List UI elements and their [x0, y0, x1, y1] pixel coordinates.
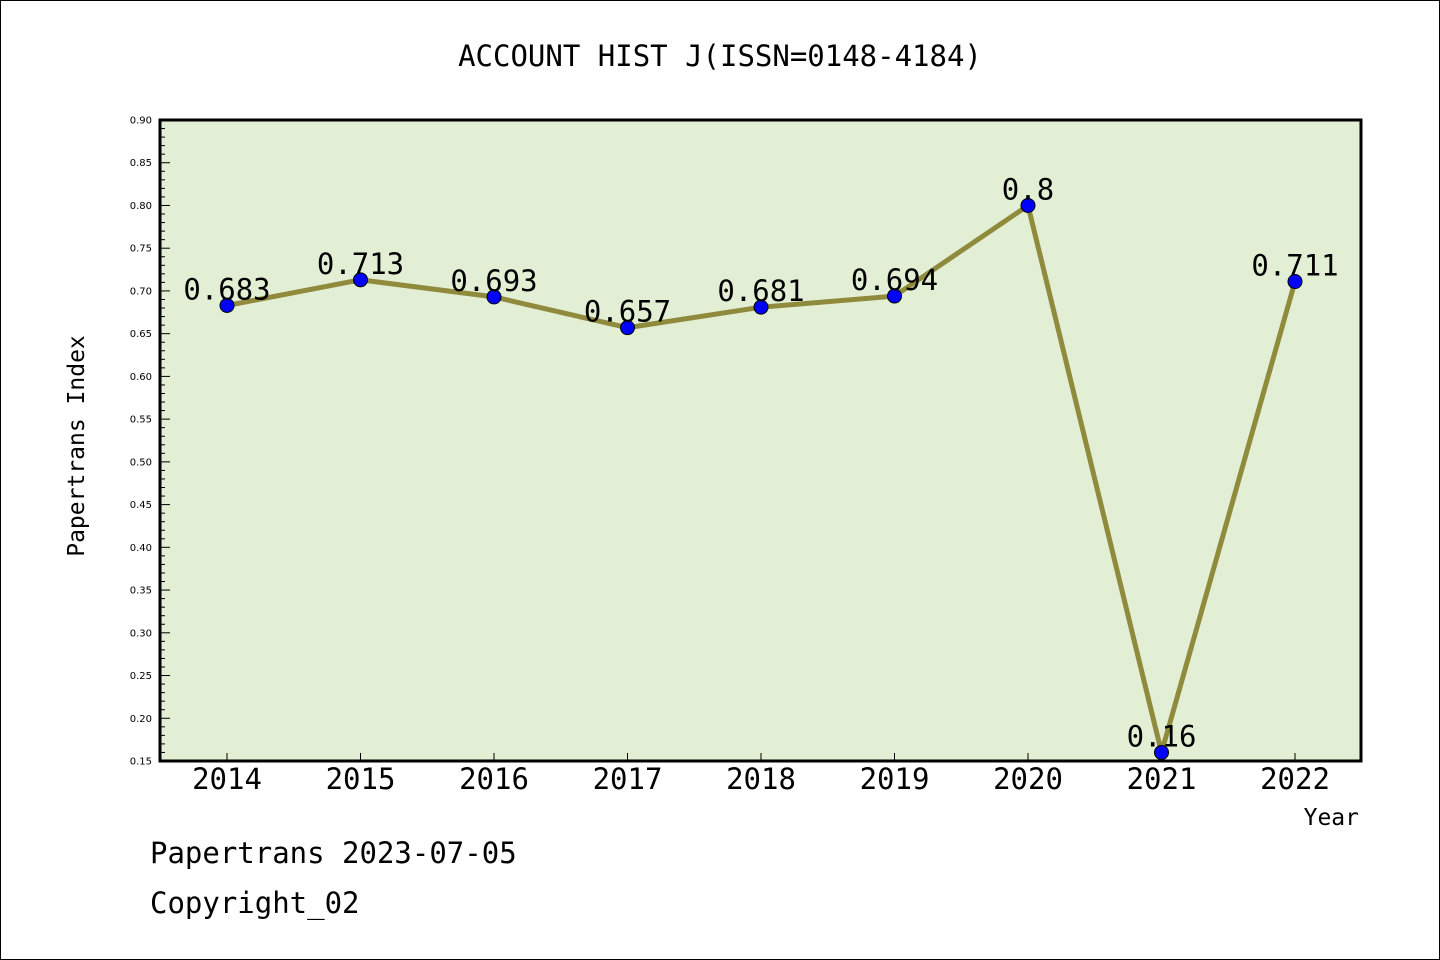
series-markers [219, 197, 1303, 760]
y-tick-label: 0.45 [130, 500, 152, 511]
plot-border [158, 118, 1363, 763]
y-tick-label: 0.35 [130, 586, 152, 597]
data-label: 0.713 [317, 247, 404, 281]
data-label: 0.693 [450, 264, 537, 298]
data-label: 0.16 [1127, 719, 1197, 753]
plot-area [160, 120, 1361, 761]
x-tick-label: 2014 [192, 762, 262, 796]
data-point [353, 272, 368, 288]
data-label: 0.694 [851, 263, 938, 297]
y-tick-label: 0.85 [130, 158, 152, 169]
data-point [620, 320, 635, 336]
y-tick-label: 0.30 [130, 628, 152, 639]
x-tick-label: 2016 [459, 762, 529, 796]
y-tick-label: 0.60 [130, 372, 152, 383]
y-tick-label: 0.15 [130, 757, 152, 768]
y-axis-label: Papertrans Index [64, 335, 90, 557]
y-tick-label: 0.65 [130, 329, 152, 340]
footer-copyright: Copyright_02 [150, 886, 360, 920]
data-label: 0.683 [183, 272, 270, 306]
y-tick-label: 0.90 [130, 116, 152, 127]
x-tick-label: 2015 [326, 762, 396, 796]
data-point [753, 299, 769, 315]
data-label: 0.681 [717, 274, 804, 308]
y-tick-label: 0.20 [130, 714, 152, 725]
data-point [1154, 744, 1169, 760]
y-axis-ticks: 0.15 0.20 0.25 0.30 0.35 0.40 0.45 0.50 0.55 0.60… [130, 116, 170, 768]
x-axis-label: Year [1304, 805, 1359, 831]
footer-date: Papertrans 2023-07-05 [150, 836, 517, 870]
data-labels: 0.683 0.713 0.693 0.657 0.681 0.694 0.8 0.16 0.7… [183, 172, 1338, 753]
y-tick-label: 0.70 [130, 286, 152, 297]
y-tick-label: 0.75 [130, 244, 152, 255]
x-tick-label: 2021 [1127, 762, 1197, 796]
data-label: 0.8 [1002, 172, 1054, 206]
y-tick-label: 0.55 [130, 415, 152, 426]
x-tick-label: 2022 [1260, 762, 1330, 796]
x-axis-ticks: 2014 2015 2016 2017 2018 2019 2020 2021 2022 [192, 753, 1330, 796]
data-label: 0.711 [1251, 249, 1338, 283]
data-point [219, 297, 235, 313]
data-point [1020, 197, 1036, 213]
data-point [486, 289, 502, 305]
data-label: 0.657 [584, 295, 671, 329]
x-tick-label: 2017 [593, 762, 663, 796]
chart-title: ACCOUNT HIST J(ISSN=0148-4184) [458, 39, 982, 73]
x-tick-label: 2020 [993, 762, 1063, 796]
x-tick-label: 2019 [860, 762, 930, 796]
y-tick-label: 0.25 [130, 671, 152, 682]
x-tick-label: 2018 [726, 762, 796, 796]
y-tick-label: 0.80 [130, 201, 152, 212]
y-tick-label: 0.40 [130, 543, 152, 554]
data-point [1287, 274, 1303, 290]
data-point [887, 288, 902, 304]
y-tick-label: 0.50 [130, 457, 152, 468]
